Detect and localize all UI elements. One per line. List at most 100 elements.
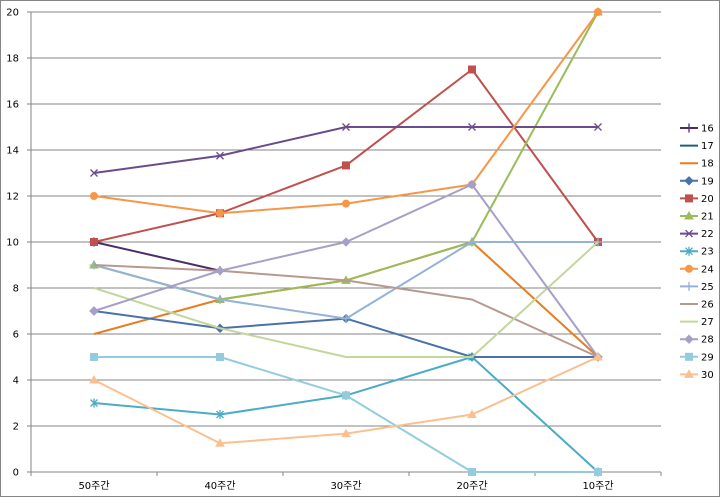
legend-marker <box>685 229 693 238</box>
legend-marker <box>684 334 694 344</box>
data-point-23 <box>90 398 98 408</box>
legend-marker <box>685 264 693 273</box>
y-tick-label: 14 <box>6 146 19 157</box>
series-lines <box>89 6 603 477</box>
y-tick-label: 4 <box>13 376 19 387</box>
y-tick-label: 16 <box>6 100 19 111</box>
series-30 <box>89 351 603 447</box>
legend-label: 16 <box>701 124 714 135</box>
legend-item-27: 27 <box>680 317 714 328</box>
legend-marker <box>684 369 694 378</box>
legend-label: 21 <box>701 212 714 223</box>
y-tick-label: 6 <box>13 330 19 341</box>
data-point-24 <box>594 8 602 16</box>
data-point-22 <box>594 123 602 131</box>
legend-item-20: 20 <box>680 194 714 205</box>
legend-marker <box>684 210 694 220</box>
data-point-22 <box>468 123 476 131</box>
legend-item-23: 23 <box>680 247 714 258</box>
data-point-30 <box>215 438 225 447</box>
series-line-28 <box>93 183 599 358</box>
data-point-29 <box>468 468 476 476</box>
series-line-16 <box>93 241 221 272</box>
legend-item-21: 21 <box>680 210 714 223</box>
series-23 <box>90 352 602 477</box>
legend-label: 22 <box>701 229 714 240</box>
legend: 16 17 18 19 20 21 22 23 24 25 26 27 28 29 30 <box>680 123 714 381</box>
legend-label: 25 <box>701 282 714 293</box>
data-point-20 <box>90 238 98 246</box>
legend-item-25: 25 <box>680 282 714 293</box>
legend-marker <box>685 194 693 203</box>
legend-item-30: 30 <box>680 369 714 381</box>
data-point-20 <box>468 65 476 74</box>
legend-marker <box>684 281 694 291</box>
legend-item-28: 28 <box>680 334 714 346</box>
data-point-24 <box>342 199 350 208</box>
legend-label: 26 <box>701 300 714 311</box>
legend-label: 24 <box>701 264 714 275</box>
series-line-23 <box>93 356 599 473</box>
data-point-28 <box>215 266 225 276</box>
legend-label: 23 <box>701 247 714 258</box>
x-tick-label: 30주간 <box>330 480 361 492</box>
data-point-28 <box>89 306 99 316</box>
data-point-28 <box>467 179 477 190</box>
legend-marker <box>685 246 693 256</box>
legend-marker <box>685 352 693 361</box>
legend-item-19: 19 <box>680 176 714 187</box>
legend-item-16: 16 <box>680 123 714 135</box>
legend-label: 28 <box>701 335 714 346</box>
y-tick-label: 10 <box>6 238 19 249</box>
data-point-30 <box>341 428 351 438</box>
series-line-21 <box>93 11 599 301</box>
legend-label: 17 <box>701 141 714 152</box>
y-tick-label: 20 <box>6 8 19 19</box>
data-point-30 <box>593 351 603 361</box>
legend-label: 29 <box>701 352 714 363</box>
series-24 <box>90 8 602 218</box>
legend-label: 30 <box>701 370 714 381</box>
legend-marker <box>684 176 694 186</box>
legend-item-24: 24 <box>680 264 714 275</box>
data-point-30 <box>467 409 477 418</box>
legend-label: 18 <box>701 159 714 170</box>
data-point-24 <box>90 192 98 200</box>
data-point-28 <box>341 237 351 247</box>
legend-item-26: 26 <box>680 300 714 311</box>
x-tick-label: 10주간 <box>582 480 613 492</box>
series-20 <box>90 65 602 246</box>
y-tick-label: 12 <box>6 192 19 203</box>
legend-item-17: 17 <box>680 141 714 152</box>
series-line-24 <box>93 11 599 215</box>
x-tick-label: 20주간 <box>456 480 487 492</box>
series-27 <box>93 241 599 358</box>
series-line-20 <box>93 68 599 243</box>
data-point-22 <box>342 123 350 131</box>
data-point-25 <box>215 295 225 304</box>
axes: 0 2 4 6 8 10 12 14 16 18 20 50주간 40주간 30주간 20주간 10주간 <box>6 8 662 492</box>
x-tick-label: 50주간 <box>78 480 109 492</box>
legend-label: 19 <box>701 176 714 187</box>
data-point-22 <box>216 151 224 160</box>
legend-label: 20 <box>701 194 714 205</box>
data-point-23 <box>216 410 224 419</box>
data-point-22 <box>90 169 98 177</box>
x-tick-label: 40주간 <box>204 480 235 492</box>
data-point-25 <box>467 237 477 247</box>
y-tick-label: 0 <box>13 468 19 479</box>
series-line-29 <box>94 356 598 473</box>
data-point-20 <box>342 161 350 170</box>
legend-item-29: 29 <box>680 352 714 363</box>
data-point-29 <box>342 391 350 400</box>
series-29 <box>90 353 602 476</box>
y-tick-label: 2 <box>13 422 19 433</box>
legend-marker <box>684 123 694 133</box>
data-point-29 <box>594 468 602 476</box>
legend-label: 27 <box>701 317 714 328</box>
data-point-24 <box>216 209 224 218</box>
series-line-27 <box>93 241 599 358</box>
y-tick-label: 18 <box>6 54 19 65</box>
